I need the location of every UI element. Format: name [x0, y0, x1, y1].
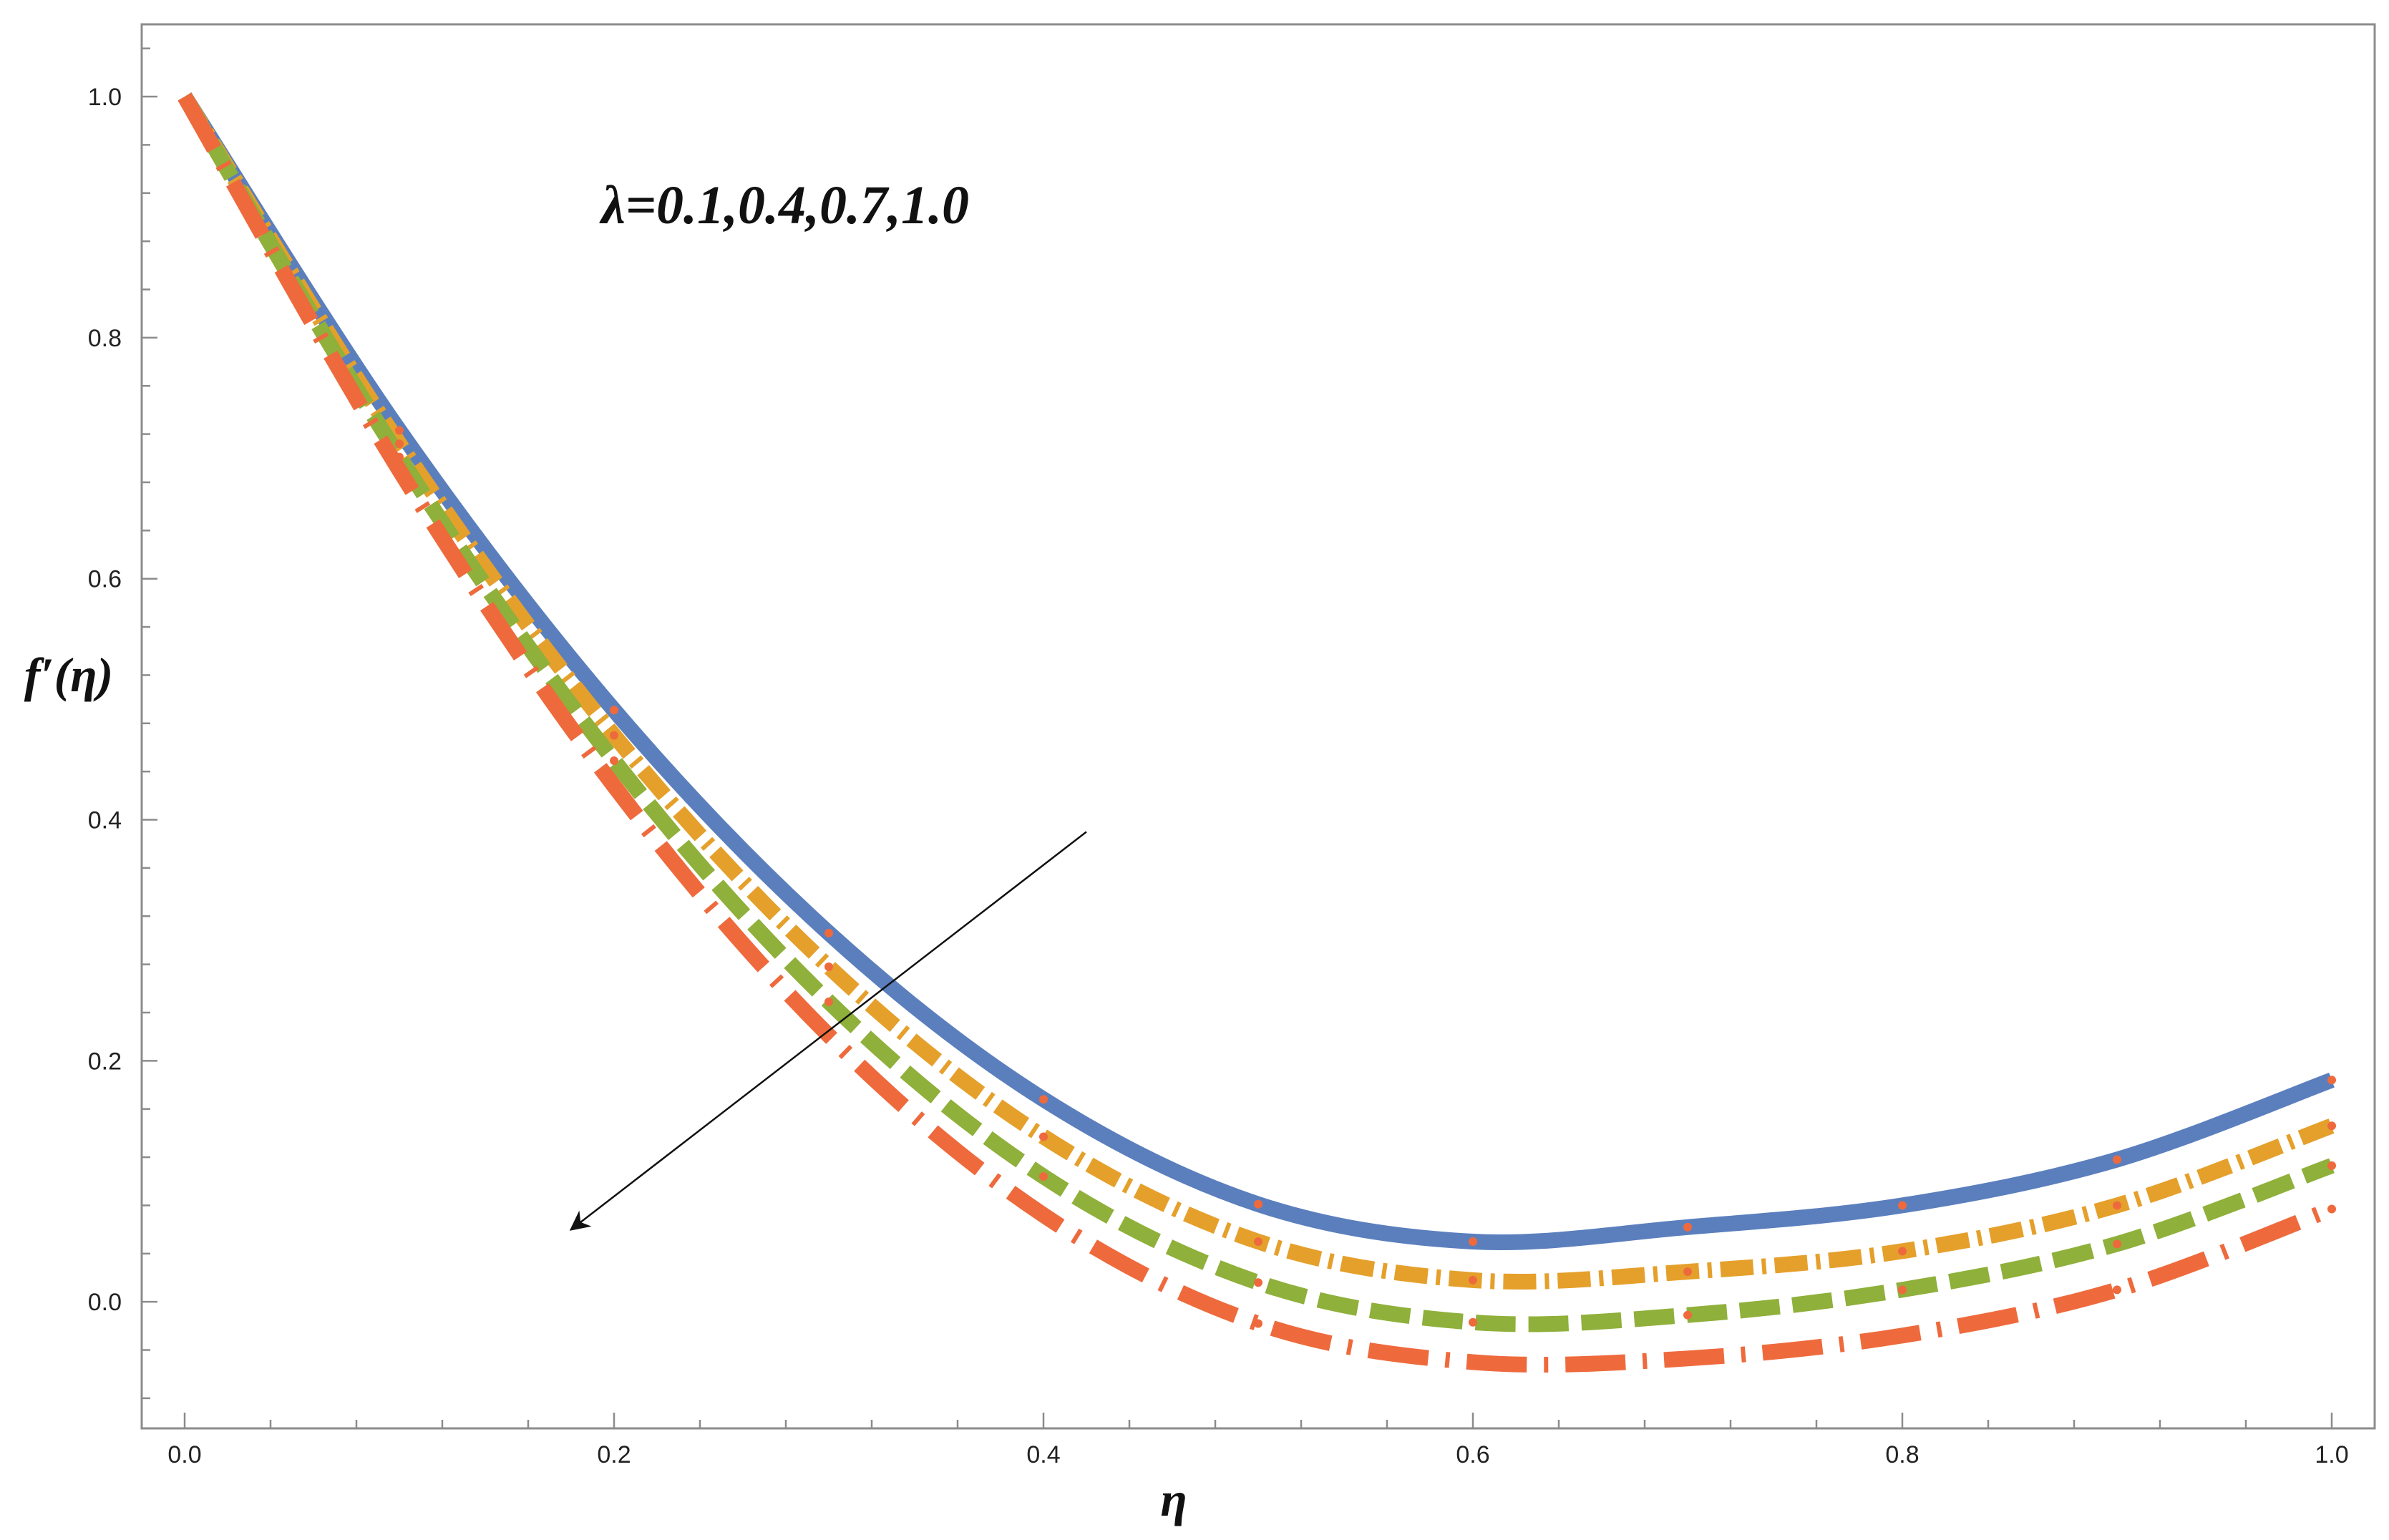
series-1-point — [2113, 1155, 2121, 1164]
series-4-point — [2327, 1204, 2336, 1214]
series-4-point — [1683, 1354, 1692, 1363]
series-2-point — [2327, 1121, 2336, 1131]
x-tick-label: 1.0 — [2315, 1441, 2348, 1468]
x-axis-title: η — [1160, 1472, 1187, 1526]
series-4-point — [610, 781, 618, 791]
series-1-point — [610, 706, 618, 715]
series-1-point — [2327, 1076, 2336, 1085]
plot-frame — [140, 23, 2376, 1430]
series-1-point — [824, 928, 833, 937]
series-2-point — [1254, 1237, 1262, 1246]
series-3-point — [824, 997, 833, 1006]
y-tick-label: 0.0 — [88, 1289, 122, 1316]
series-2-point — [1898, 1247, 1907, 1256]
y-tick-label: 0.6 — [88, 566, 122, 593]
series-3-point — [1039, 1172, 1048, 1181]
series-1-point — [1898, 1201, 1907, 1210]
y-axis: 0.0 0.2 0.4 0.6 0.8 1.0 — [88, 47, 157, 1400]
series-1-point — [395, 426, 404, 435]
series-2-point — [1683, 1267, 1692, 1277]
series-1-point — [1039, 1095, 1048, 1104]
series-3-point — [1254, 1278, 1262, 1287]
y-tick-label: 0.2 — [88, 1048, 122, 1075]
series-2-point — [610, 731, 618, 740]
x-tick-label: 0.6 — [1456, 1441, 1489, 1468]
y-tick-label: 0.8 — [88, 325, 122, 352]
series-3-point — [2327, 1161, 2336, 1170]
series-3-point — [1898, 1285, 1907, 1295]
series-4-point — [1039, 1210, 1048, 1219]
x-axis: 0.0 0.2 0.4 0.6 0.8 1.0 — [167, 1413, 2349, 1468]
series-1-point — [1254, 1199, 1262, 1209]
series-3-point — [610, 756, 618, 765]
x-tick-label: 0.2 — [597, 1441, 631, 1468]
series-line-1 — [177, 92, 2335, 1250]
series-line-2 — [177, 92, 2335, 1290]
y-axis-title: f′(η) — [24, 648, 113, 702]
annotation: λ=0.1,0.4,0.7,1.0 — [569, 175, 1087, 1231]
series-3-point — [2113, 1239, 2121, 1249]
trend-arrow — [569, 831, 1087, 1231]
series-4-point — [2113, 1285, 2121, 1295]
y-tick-label: 0.4 — [88, 807, 122, 834]
series-3-point — [395, 452, 404, 462]
series-4-point — [1469, 1358, 1477, 1367]
series-2-point — [1039, 1132, 1048, 1141]
series-4-point — [1254, 1319, 1262, 1328]
series-1-point — [1469, 1237, 1477, 1246]
series-line-4 — [177, 92, 2335, 1373]
series-2-point — [824, 962, 833, 971]
x-tick-label: 0.0 — [167, 1441, 201, 1468]
lambda-annotation: λ=0.1,0.4,0.7,1.0 — [599, 175, 969, 235]
series-3-point — [1683, 1310, 1692, 1320]
series-2-point — [395, 439, 404, 449]
series-2-point — [1469, 1275, 1477, 1285]
y-tick-label: 1.0 — [88, 84, 122, 111]
x-tick-label: 0.4 — [1026, 1441, 1060, 1468]
series-4-point — [395, 466, 404, 475]
series-2-point — [2113, 1201, 2121, 1210]
series-layer — [177, 92, 2336, 1373]
series-1-point — [1683, 1222, 1692, 1232]
series-4-point — [1898, 1331, 1907, 1340]
x-tick-label: 0.8 — [1885, 1441, 1919, 1468]
series-line-3 — [177, 92, 2335, 1332]
series-3-point — [1469, 1317, 1477, 1327]
